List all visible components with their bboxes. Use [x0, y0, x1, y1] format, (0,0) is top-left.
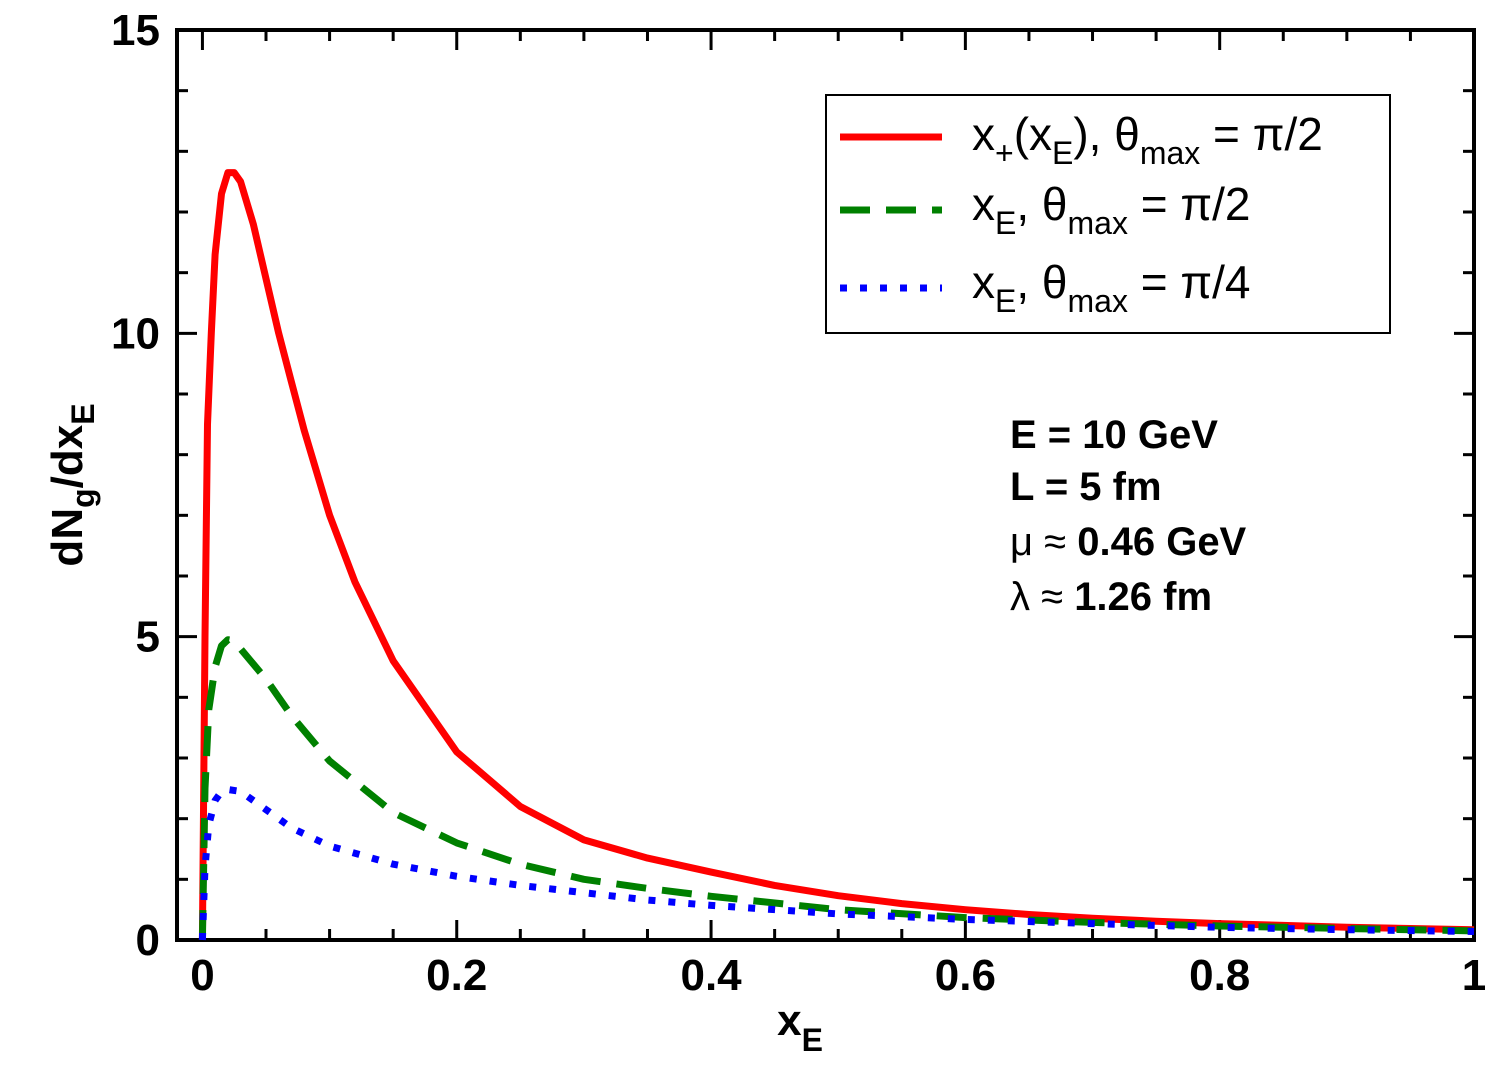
legend-entry-green: xE, θmax = π/2	[972, 178, 1250, 241]
legend-entry-blue: xE, θmax = π/4	[972, 256, 1250, 319]
x-tick-labels: 0 0.2 0.4 0.6 0.8 1	[190, 951, 1486, 1000]
annotation-line: λ ≈ 1.26 fm	[1010, 575, 1212, 619]
series-line-dashed	[198, 636, 1475, 941]
annotation-line: E = 10 GeV	[1010, 413, 1218, 457]
series-line-dotted	[198, 786, 1475, 941]
y-axis-label: dNg/dxE	[43, 403, 101, 566]
annotation-block: E = 10 GeV L = 5 fm μ ≈ 0.46 GeV λ ≈ 1.26 f…	[1010, 413, 1247, 619]
x-tick-label: 0.4	[680, 951, 742, 1000]
annotation-line: μ ≈ 0.46 GeV	[1010, 520, 1247, 564]
plot-frame	[175, 28, 1476, 942]
annotation-line: L = 5 fm	[1010, 465, 1162, 509]
y-tick-label: 5	[136, 613, 160, 662]
x-tick-label: 0	[190, 951, 214, 1000]
x-tick-label: 0.6	[935, 951, 996, 1000]
legend: x+(xE), θmax = π/2 xE, θmax = π/2 xE, θm…	[825, 94, 1391, 334]
x-tick-label: 0.8	[1189, 951, 1250, 1000]
y-tick-label: 0	[136, 916, 160, 965]
y-tick-label: 15	[111, 6, 160, 55]
y-tick-labels: 0 5 10 15	[111, 6, 160, 965]
x-tick-label: 0.2	[426, 951, 487, 1000]
series-group	[198, 169, 1475, 941]
x-tick-label: 1	[1462, 951, 1486, 1000]
legend-entry-red: x+(xE), θmax = π/2	[972, 108, 1323, 171]
series-line-solid	[198, 169, 1475, 941]
y-tick-label: 10	[111, 309, 160, 358]
x-axis-label: xE	[777, 996, 823, 1058]
